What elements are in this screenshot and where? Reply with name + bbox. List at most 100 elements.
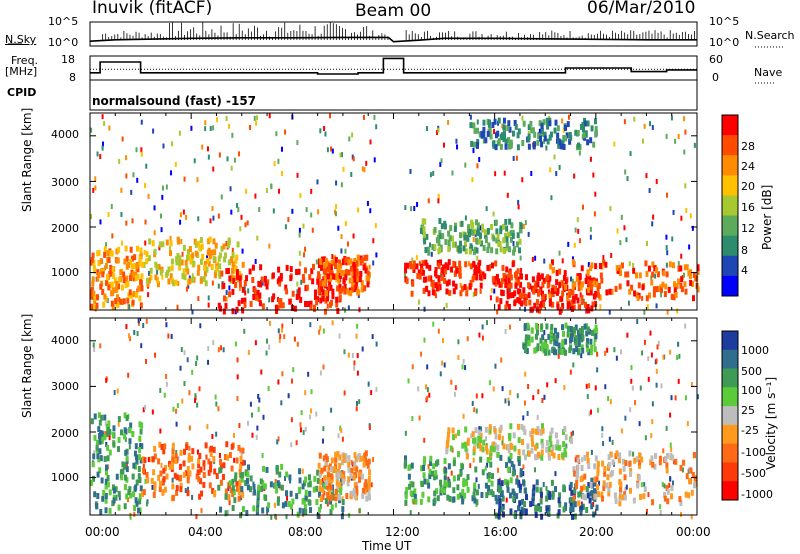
- power-speckle: [629, 151, 632, 157]
- power-ytick-2000: 2000: [51, 222, 79, 235]
- velocity-region-1: [186, 490, 190, 497]
- velocity-region-1: [162, 448, 166, 455]
- velocity-region-2: [298, 477, 302, 484]
- velocity-region-0: [117, 436, 121, 443]
- power-speckle: [436, 130, 439, 136]
- power-region-7: [594, 263, 598, 270]
- power-region-3: [327, 266, 331, 273]
- velocity-region-1: [202, 481, 206, 488]
- power-region-6: [536, 275, 540, 282]
- power-region-2: [271, 272, 275, 279]
- velocity-region-6: [546, 489, 550, 496]
- velocity-region-2: [269, 481, 273, 488]
- vel-cbar-tick-2: 100: [741, 384, 762, 397]
- power-speckle: [125, 220, 128, 226]
- velocity-speckle: [572, 362, 575, 368]
- power-region-6: [563, 275, 567, 282]
- velocity-speckle: [207, 346, 210, 352]
- velocity-speckle: [426, 387, 429, 393]
- velocity-region-1: [230, 443, 234, 450]
- power-region-5: [502, 223, 506, 230]
- power-region-2: [316, 278, 320, 285]
- velocity-region-6: [590, 489, 594, 496]
- velocity-speckle: [227, 509, 230, 515]
- power-region-2: [243, 280, 247, 287]
- power-region-5: [495, 237, 499, 244]
- power-region-7: [624, 271, 628, 278]
- power-speckle: [212, 215, 215, 221]
- power-region-7: [679, 282, 683, 289]
- power-region-1: [230, 267, 234, 274]
- power-region-4: [486, 264, 490, 271]
- velocity-speckle: [203, 465, 206, 471]
- power-region-6: [514, 282, 518, 289]
- velocity-speckle: [236, 357, 239, 363]
- velocity-speckle: [214, 394, 217, 400]
- velocity-region-4: [466, 474, 470, 481]
- power-region-2: [295, 293, 299, 300]
- velocity-region-8: [536, 343, 540, 350]
- power-speckle: [268, 243, 271, 249]
- velocity-region-6: [515, 493, 519, 500]
- velocity-region-1: [179, 449, 183, 456]
- power-region-5: [440, 223, 444, 230]
- velocity-region-1: [237, 444, 241, 451]
- velocity-region-0: [104, 497, 108, 504]
- power-region-2: [313, 306, 317, 313]
- velocity-speckle: [651, 401, 654, 407]
- power-region-3: [345, 268, 349, 275]
- power-region-3: [351, 271, 355, 278]
- power-speckle: [619, 240, 622, 246]
- velocity-region-7: [618, 452, 622, 459]
- velocity-speckle: [624, 486, 627, 492]
- power-region-1: [210, 249, 214, 256]
- velocity-region-8: [539, 337, 543, 344]
- power-speckle: [372, 238, 375, 244]
- velocity-region-2: [241, 471, 245, 478]
- power-region-0: [134, 275, 138, 282]
- velocity-speckle: [145, 318, 148, 324]
- velocity-region-2: [339, 485, 343, 492]
- power-speckle: [680, 253, 683, 259]
- power-speckle: [409, 168, 412, 174]
- power-region-1: [230, 256, 234, 263]
- power-region-4: [418, 273, 422, 280]
- power-speckle: [319, 128, 322, 134]
- velocity-region-2: [318, 506, 322, 513]
- velocity-region-8: [577, 335, 581, 342]
- velocity-cbar-cell: [722, 462, 738, 482]
- velocity-region-3: [360, 473, 364, 480]
- velocity-region-3: [334, 456, 338, 463]
- velocity-speckle: [580, 353, 583, 359]
- velocity-speckle: [661, 481, 664, 487]
- power-speckle: [439, 161, 442, 167]
- velocity-cbar-cell: [722, 349, 738, 370]
- velocity-region-7: [679, 500, 683, 507]
- velocity-speckle: [375, 386, 378, 392]
- power-speckle: [185, 214, 188, 220]
- power-region-5: [447, 239, 451, 246]
- velocity-speckle: [546, 382, 549, 388]
- power-region-0: [99, 258, 103, 265]
- velocity-speckle: [407, 378, 410, 384]
- velocity-speckle: [596, 351, 599, 357]
- velocity-region-3: [334, 462, 338, 469]
- power-region-8: [542, 119, 546, 126]
- power-speckle: [147, 193, 150, 199]
- velocity-speckle: [299, 422, 302, 428]
- velocity-region-8: [589, 338, 593, 345]
- velocity-speckle: [144, 404, 147, 410]
- velocity-region-5: [492, 441, 496, 448]
- power-region-8: [586, 139, 590, 146]
- power-region-4: [469, 263, 473, 270]
- velocity-region-7: [629, 467, 633, 474]
- power-region-1: [155, 264, 159, 271]
- velocity-speckle: [604, 384, 607, 390]
- power-ytick-4000: 4000: [51, 128, 79, 141]
- power-speckle: [212, 166, 215, 172]
- power-region-8: [516, 144, 520, 151]
- power-region-6: [520, 300, 524, 307]
- velocity-speckle: [302, 429, 305, 435]
- velocity-speckle: [644, 435, 647, 441]
- velocity-speckle: [478, 426, 481, 432]
